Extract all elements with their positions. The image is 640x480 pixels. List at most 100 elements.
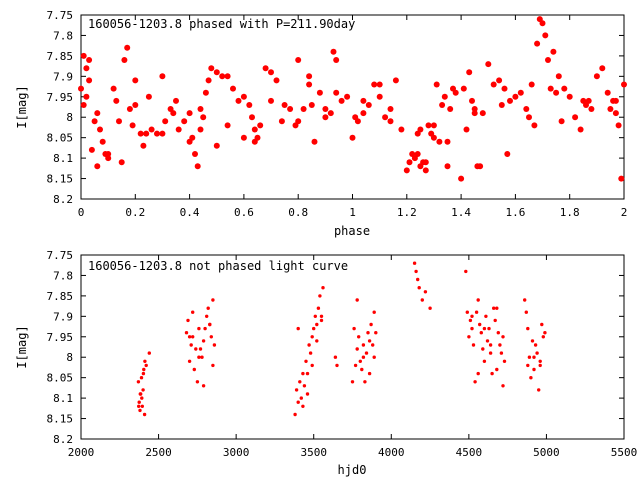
data-point (495, 306, 499, 310)
data-point (173, 97, 179, 104)
data-point (599, 65, 606, 72)
data-point (80, 52, 87, 59)
data-points (136, 261, 547, 417)
data-point (417, 286, 421, 290)
data-point (249, 114, 255, 121)
data-point (321, 286, 325, 290)
data-point (224, 122, 231, 129)
x-axis-label: hjd0 (338, 463, 367, 477)
y-tick-label: 8.05 (47, 372, 74, 385)
data-point (211, 298, 215, 302)
data-point (86, 57, 93, 63)
x-axis-label: phase (334, 224, 370, 238)
data-point (201, 339, 206, 343)
data-point (105, 155, 112, 162)
data-point (526, 326, 530, 331)
data-point (319, 318, 324, 323)
data-point (360, 367, 364, 372)
data-point (460, 85, 467, 92)
data-point (470, 314, 474, 318)
data-point (202, 89, 209, 96)
data-point (422, 167, 429, 174)
data-point (141, 371, 146, 376)
data-point (612, 110, 619, 117)
data-point (94, 110, 101, 117)
data-point (132, 102, 139, 108)
data-point (310, 335, 314, 339)
x-tick-label: 5000 (533, 446, 560, 459)
data-point (365, 102, 372, 108)
data-point (251, 138, 258, 145)
data-point (319, 314, 324, 318)
data-point (414, 151, 421, 157)
data-point (268, 69, 274, 76)
data-point (333, 355, 338, 359)
data-point (496, 77, 503, 84)
y-tick-label: 8.2 (53, 433, 73, 446)
x-tick-label: 4000 (378, 446, 405, 459)
data-point (542, 32, 549, 39)
x-tick-label: 1.8 (560, 206, 580, 219)
data-point (366, 331, 370, 335)
data-point (501, 85, 508, 92)
data-point (121, 57, 128, 63)
data-point (471, 343, 476, 347)
data-point (501, 335, 505, 339)
data-point (414, 130, 421, 137)
data-point (137, 400, 141, 404)
data-point (80, 102, 87, 108)
data-point (469, 97, 475, 104)
y-tick-label: 7.85 (47, 50, 74, 63)
data-point (143, 359, 147, 363)
x-tick-label: 1.2 (397, 206, 417, 219)
data-point (175, 126, 182, 133)
data-point (219, 73, 226, 80)
data-point (387, 106, 394, 112)
data-point (118, 159, 125, 166)
data-point (213, 69, 220, 76)
chart-title: 160056-1203.8 not phased light curve (88, 259, 348, 273)
data-point (490, 371, 494, 376)
data-point (543, 331, 547, 335)
data-point (301, 404, 305, 408)
x-tick-label: 1.6 (505, 206, 525, 219)
data-point (195, 380, 200, 384)
data-point (194, 347, 198, 351)
data-point (352, 326, 356, 331)
data-point (315, 339, 319, 343)
data-point (604, 89, 611, 96)
data-point (257, 122, 264, 129)
data-point (488, 343, 493, 347)
data-point (191, 335, 195, 339)
y-tick-label: 8 (66, 351, 73, 364)
data-point (206, 306, 210, 310)
data-point (482, 326, 487, 331)
data-point (296, 326, 300, 331)
data-point (550, 48, 557, 55)
data-point (299, 396, 303, 400)
data-point (295, 57, 302, 63)
data-point (414, 269, 418, 274)
y-tick-label: 7.9 (53, 310, 73, 323)
data-point (354, 118, 361, 125)
data-point (213, 142, 220, 149)
data-point (197, 126, 204, 133)
data-point (534, 40, 541, 47)
data-point (507, 97, 513, 104)
data-point (621, 81, 627, 88)
x-tick-label: 5500 (611, 446, 638, 459)
x-tick-label: 3500 (300, 446, 327, 459)
data-point (306, 73, 313, 80)
data-point (316, 89, 323, 96)
data-point (335, 363, 339, 368)
data-point (502, 359, 507, 363)
data-point (136, 380, 141, 384)
data-point (200, 355, 204, 359)
y-tick-label: 7.85 (47, 290, 74, 303)
data-point (138, 392, 142, 396)
data-point (295, 118, 302, 125)
data-point (311, 138, 318, 145)
data-point (523, 106, 530, 112)
y-tick-label: 8.05 (47, 132, 74, 145)
data-point (99, 138, 106, 145)
